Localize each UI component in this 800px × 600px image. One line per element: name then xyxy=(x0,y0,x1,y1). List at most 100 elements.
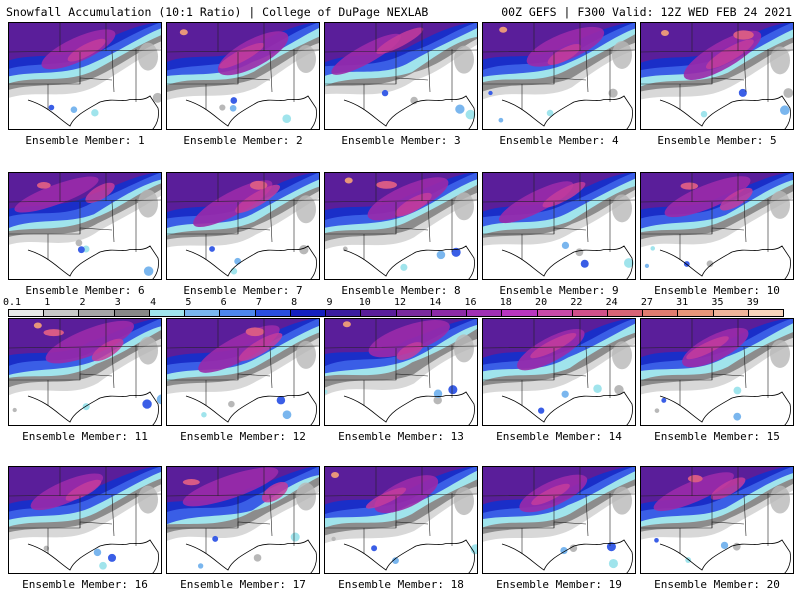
colorbar-tick-label: 2 xyxy=(79,297,86,308)
colorbar-swatch xyxy=(255,310,291,316)
ensemble-member-label: Ensemble Member: 6 xyxy=(25,284,145,297)
colorbar-swatches xyxy=(8,309,784,317)
ensemble-member-label: Ensemble Member: 3 xyxy=(341,134,461,147)
colorbar-swatch xyxy=(79,310,115,316)
snowfall-map xyxy=(166,172,320,280)
colorbar-swatch xyxy=(431,310,468,316)
colorbar-swatch xyxy=(149,310,186,316)
ensemble-member-panel: Ensemble Member: 11 xyxy=(8,318,162,443)
ensemble-member-panel: Ensemble Member: 20 xyxy=(640,466,794,591)
ensemble-member-panel: Ensemble Member: 12 xyxy=(166,318,320,443)
colorbar-swatch xyxy=(220,310,256,316)
colorbar-swatch xyxy=(607,310,644,316)
colorbar-tick-label: 0.1 xyxy=(2,297,22,308)
colorbar-swatch xyxy=(396,310,432,316)
snowfall-map xyxy=(8,466,162,574)
snowfall-map xyxy=(482,172,636,280)
ensemble-member-panel: Ensemble Member: 2 xyxy=(166,22,320,147)
colorbar-swatch xyxy=(572,310,608,316)
ensemble-member-label: Ensemble Member: 20 xyxy=(654,578,780,591)
snowfall-map xyxy=(482,318,636,426)
ensemble-member-panel: Ensemble Member: 17 xyxy=(166,466,320,591)
snowfall-colorbar: 0.1 1 2 3 4 5 6 7 8 9 10 12 14 16 18 20 22 24 27 31 35 39 xyxy=(3,297,784,319)
snowfall-map xyxy=(482,22,636,130)
ensemble-member-label: Ensemble Member: 11 xyxy=(22,430,148,443)
colorbar-tick-label: 39 xyxy=(746,297,759,308)
ensemble-member-panel: Ensemble Member: 13 xyxy=(324,318,478,443)
colorbar-tick-label: 22 xyxy=(570,297,583,308)
colorbar-tick-label: 10 xyxy=(358,297,371,308)
colorbar-tick-label: 6 xyxy=(220,297,227,308)
snowfall-map xyxy=(166,466,320,574)
ensemble-member-panel: Ensemble Member: 3 xyxy=(324,22,478,147)
colorbar-swatch xyxy=(678,310,714,316)
colorbar-swatch xyxy=(502,310,538,316)
ensemble-member-label: Ensemble Member: 2 xyxy=(183,134,303,147)
colorbar-tick-label: 20 xyxy=(535,297,548,308)
colorbar-swatch xyxy=(9,310,45,316)
colorbar-tick-label: 1 xyxy=(44,297,51,308)
colorbar-tick-label: 18 xyxy=(499,297,512,308)
snowfall-map xyxy=(8,172,162,280)
colorbar-swatch xyxy=(748,310,784,316)
colorbar-swatch xyxy=(114,310,150,316)
snowfall-map xyxy=(324,22,478,130)
ensemble-member-label: Ensemble Member: 18 xyxy=(338,578,464,591)
snowfall-map xyxy=(8,22,162,130)
ensemble-member-panel: Ensemble Member: 9 xyxy=(482,172,636,297)
ensemble-member-label: Ensemble Member: 5 xyxy=(657,134,777,147)
colorbar-labels: 0.1 1 2 3 4 5 6 7 8 9 10 12 14 16 18 20 22 24 27 31 35 39 xyxy=(3,297,784,308)
ensemble-member-panel: Ensemble Member: 6 xyxy=(8,172,162,297)
colorbar-swatch xyxy=(326,310,362,316)
ensemble-member-panel: Ensemble Member: 16 xyxy=(8,466,162,591)
ensemble-member-label: Ensemble Member: 14 xyxy=(496,430,622,443)
snowfall-map xyxy=(482,466,636,574)
snowfall-map xyxy=(324,318,478,426)
snowfall-map xyxy=(640,22,794,130)
ensemble-member-panel: Ensemble Member: 18 xyxy=(324,466,478,591)
colorbar-swatch xyxy=(537,310,573,316)
ensemble-member-label: Ensemble Member: 15 xyxy=(654,430,780,443)
ensemble-member-panel: Ensemble Member: 1 xyxy=(8,22,162,147)
ensemble-member-panel: Ensemble Member: 4 xyxy=(482,22,636,147)
colorbar-tick-label: 12 xyxy=(393,297,407,308)
colorbar-swatch xyxy=(290,310,327,316)
ensemble-member-label: Ensemble Member: 19 xyxy=(496,578,622,591)
colorbar-tick-label: 14 xyxy=(429,297,442,308)
colorbar-tick-label: 9 xyxy=(326,297,333,308)
snowfall-map xyxy=(324,172,478,280)
ensemble-member-panel: Ensemble Member: 19 xyxy=(482,466,636,591)
snowfall-map xyxy=(8,318,162,426)
ensemble-member-label: Ensemble Member: 8 xyxy=(341,284,461,297)
colorbar-tick-label: 16 xyxy=(464,297,477,308)
colorbar-tick-label: 4 xyxy=(150,297,157,308)
product-title: Snowfall Accumulation (10:1 Ratio) | Col… xyxy=(6,5,429,19)
colorbar-tick-label: 35 xyxy=(711,297,724,308)
colorbar-tick-label: 3 xyxy=(114,297,121,308)
colorbar-tick-label: 31 xyxy=(676,297,689,308)
colorbar-swatch xyxy=(361,310,397,316)
colorbar-swatch xyxy=(643,310,679,316)
colorbar-tick-label: 27 xyxy=(640,297,653,308)
ensemble-member-label: Ensemble Member: 10 xyxy=(654,284,780,297)
snowfall-map xyxy=(640,466,794,574)
map-header: Snowfall Accumulation (10:1 Ratio) | Col… xyxy=(0,0,800,22)
snowfall-map xyxy=(640,172,794,280)
ensemble-member-label: Ensemble Member: 12 xyxy=(180,430,306,443)
ensemble-member-label: Ensemble Member: 17 xyxy=(180,578,306,591)
ensemble-member-panel: Ensemble Member: 10 xyxy=(640,172,794,297)
colorbar-tick-label: 24 xyxy=(605,297,618,308)
ensemble-member-panel: Ensemble Member: 7 xyxy=(166,172,320,297)
ensemble-member-label: Ensemble Member: 7 xyxy=(183,284,303,297)
snowfall-map xyxy=(324,466,478,574)
ensemble-member-label: Ensemble Member: 4 xyxy=(499,134,619,147)
colorbar-swatch xyxy=(185,310,221,316)
ensemble-member-panel: Ensemble Member: 5 xyxy=(640,22,794,147)
colorbar-tick-label: 8 xyxy=(291,297,298,308)
ensemble-member-label: Ensemble Member: 1 xyxy=(25,134,145,147)
ensemble-member-panel: Ensemble Member: 14 xyxy=(482,318,636,443)
model-run-title: 00Z GEFS | F300 Valid: 12Z WED FEB 24 20… xyxy=(501,5,792,19)
colorbar-swatch xyxy=(44,310,80,316)
colorbar-swatch xyxy=(713,310,749,316)
ensemble-member-panel: Ensemble Member: 15 xyxy=(640,318,794,443)
